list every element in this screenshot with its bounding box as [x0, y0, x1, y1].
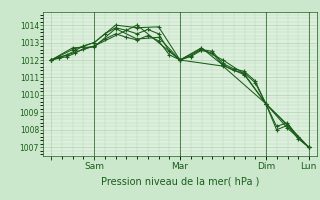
X-axis label: Pression niveau de la mer( hPa ): Pression niveau de la mer( hPa ): [101, 176, 259, 186]
